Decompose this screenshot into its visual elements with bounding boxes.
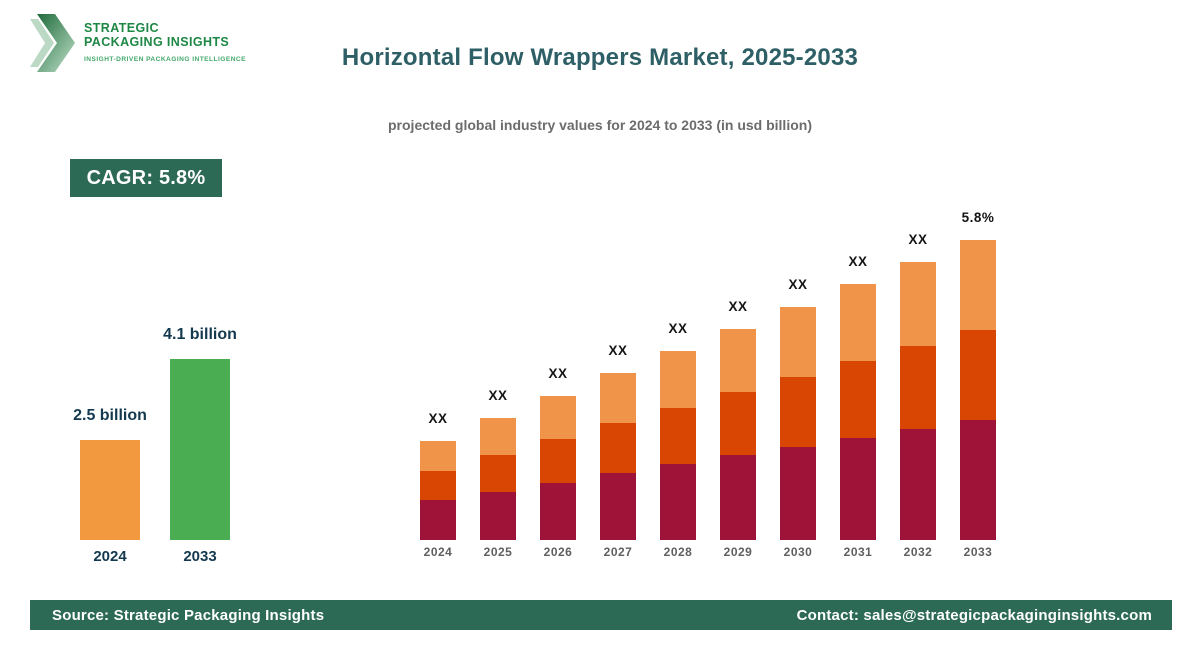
bar-value-label-2031: XX — [848, 254, 868, 269]
2028-bottom-segment — [660, 464, 696, 540]
2032-bottom-segment — [900, 429, 936, 540]
logo-tagline: INSIGHT-DRIVEN PACKAGING INTELLIGENCE — [84, 56, 246, 63]
2024-middle-segment — [420, 471, 456, 500]
logo: STRATEGIC PACKAGING INSIGHTS INSIGHT-DRI… — [30, 14, 246, 72]
bar-value-label-2024: XX — [428, 411, 448, 426]
logo-line-2: PACKAGING INSIGHTS — [84, 34, 230, 49]
xtick-2025: 2025 — [483, 545, 513, 559]
2031-middle-segment — [840, 361, 876, 438]
footer-source: Source: Strategic Packaging Insights — [52, 606, 325, 624]
xtick-2026: 2026 — [543, 545, 573, 559]
summary-value-label-2024: 2.5 billion — [73, 407, 147, 424]
logo-text: STRATEGIC PACKAGING INSIGHTS INSIGHT-DRI… — [84, 14, 246, 63]
footer-contact: Contact: sales@strategicpackaginginsight… — [796, 606, 1152, 624]
2024-top-segment — [420, 441, 456, 471]
summary-year-label-2033: 2033 — [183, 548, 217, 565]
2032-middle-segment — [900, 346, 936, 429]
page-title: Horizontal Flow Wrappers Market, 2025-20… — [341, 44, 859, 71]
2030-top-segment — [780, 307, 816, 377]
cagr-badge: CAGR: 5.8% — [70, 159, 222, 197]
bar-value-label-2032: XX — [908, 232, 928, 247]
xtick-2029: 2029 — [723, 545, 753, 559]
bar-value-label-2027: XX — [608, 343, 628, 358]
2028-top-segment — [660, 351, 696, 408]
summary-year-label-2024: 2024 — [93, 548, 127, 565]
bar-value-label-2026: XX — [548, 366, 568, 381]
2033-bottom-segment — [960, 420, 996, 540]
2026-top-segment — [540, 396, 576, 439]
footer-bar: Source: Strategic Packaging Insights Con… — [30, 600, 1172, 630]
2025-bottom-segment — [480, 492, 516, 540]
chart-subtitle: projected global industry values for 202… — [388, 117, 812, 133]
bar-value-label-2025: XX — [488, 388, 508, 403]
summary-bar-2024 — [80, 440, 140, 540]
summary-bar-2033 — [170, 359, 230, 540]
xtick-2024: 2024 — [423, 545, 453, 559]
2033-top-segment — [960, 240, 996, 330]
2026-middle-segment — [540, 439, 576, 483]
2026-bottom-segment — [540, 483, 576, 540]
bar-value-label-2028: XX — [668, 321, 688, 336]
2030-bottom-segment — [780, 447, 816, 540]
xtick-2030: 2030 — [783, 545, 813, 559]
xtick-2027: 2027 — [603, 545, 633, 559]
2029-middle-segment — [720, 392, 756, 455]
summary-value-label-2033: 4.1 billion — [163, 326, 237, 343]
2029-bottom-segment — [720, 455, 756, 540]
2031-bottom-segment — [840, 438, 876, 540]
xtick-2031: 2031 — [843, 545, 873, 559]
summary-growth-chart: 2.5 billion 2024 4.1 billion 2033 — [60, 310, 270, 565]
xtick-2028: 2028 — [663, 545, 693, 559]
2027-top-segment — [600, 373, 636, 423]
2032-top-segment — [900, 262, 936, 346]
bar-value-label-2033: 5.8% — [961, 210, 995, 225]
xtick-2033: 2033 — [963, 545, 993, 559]
2027-middle-segment — [600, 423, 636, 473]
2030-middle-segment — [780, 377, 816, 447]
logo-chevron-icon — [30, 14, 75, 72]
logo-chevron-back — [30, 19, 54, 67]
bar-value-label-2029: XX — [728, 299, 748, 314]
2028-middle-segment — [660, 408, 696, 464]
2025-top-segment — [480, 418, 516, 455]
2033-middle-segment — [960, 330, 996, 420]
logo-line-1: STRATEGIC — [84, 21, 159, 35]
xtick-2032: 2032 — [903, 545, 933, 559]
2031-top-segment — [840, 284, 876, 361]
projection-stacked-chart: XX 2024 XX 2025 XX 2026 XX 2027 XX 2028 XX 2029 XX 20… — [402, 205, 1018, 565]
2029-top-segment — [720, 329, 756, 392]
logo-chevron-front — [37, 14, 75, 72]
2024-bottom-segment — [420, 500, 456, 540]
2025-middle-segment — [480, 455, 516, 492]
bar-value-label-2030: XX — [788, 277, 808, 292]
2027-bottom-segment — [600, 473, 636, 540]
